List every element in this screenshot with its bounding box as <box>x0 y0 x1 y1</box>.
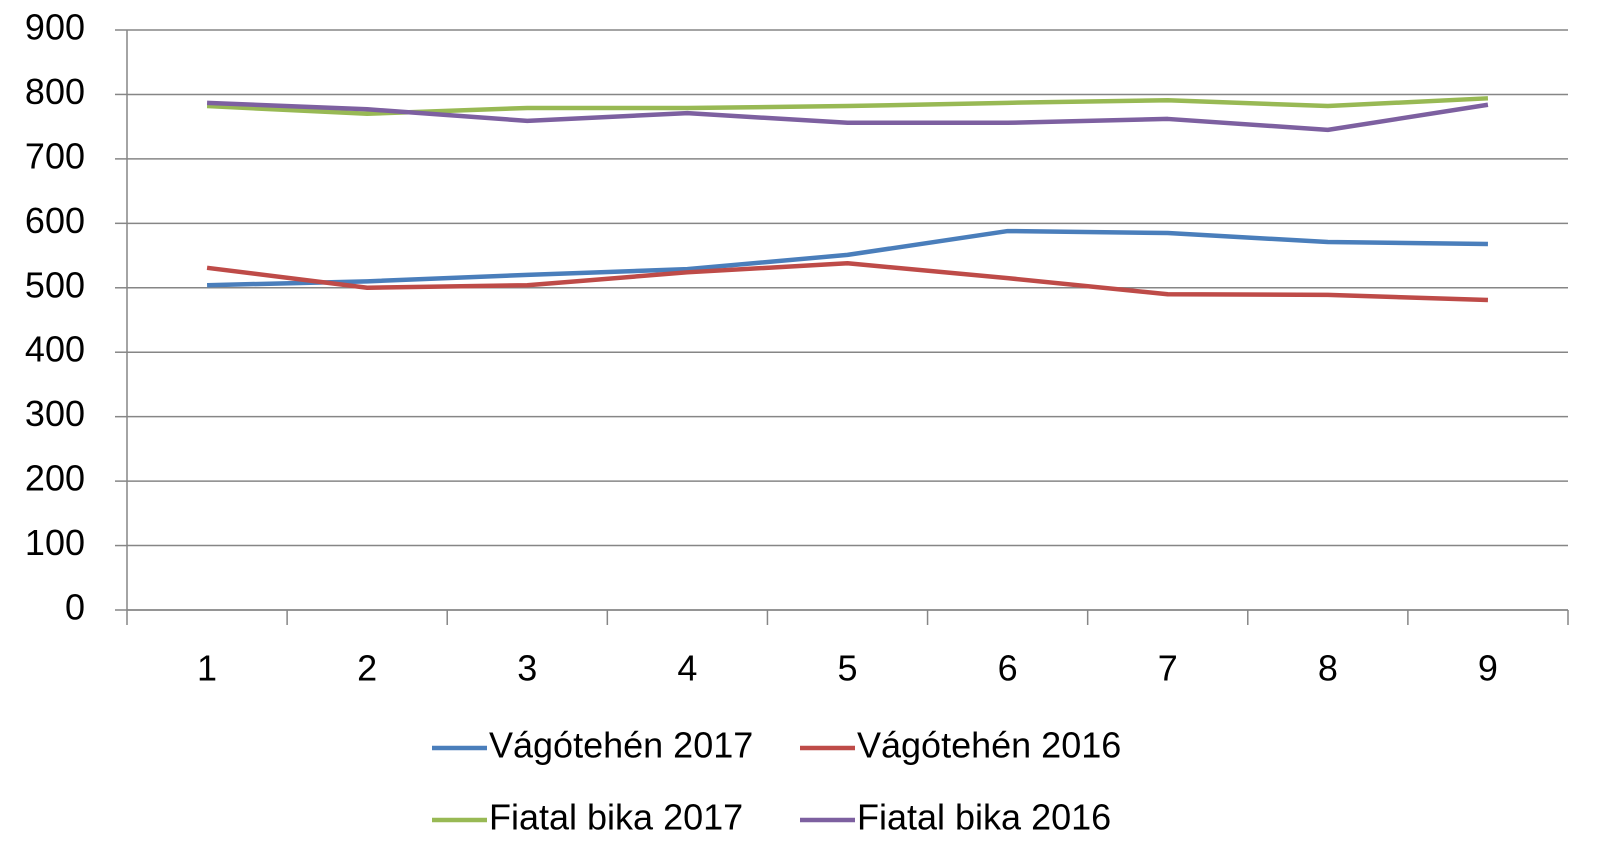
x-tick-label: 8 <box>1318 648 1338 689</box>
legend-label: Vágótehén 2016 <box>857 725 1121 766</box>
x-tick-label: 5 <box>837 648 857 689</box>
series-line <box>206 261 1489 303</box>
y-tick-label: 700 <box>25 135 85 176</box>
x-tick-label: 6 <box>998 648 1018 689</box>
y-tick-label: 800 <box>25 71 85 112</box>
legend-label: Vágótehén 2017 <box>489 725 753 766</box>
series-line <box>207 228 1488 288</box>
x-tick-label: 7 <box>1158 648 1178 689</box>
y-tick-label: 0 <box>65 587 85 628</box>
y-tick-label: 900 <box>25 7 85 48</box>
y-tick-label: 100 <box>25 522 85 563</box>
y-tick-label: 600 <box>25 200 85 241</box>
legend-label: Fiatal bika 2017 <box>489 797 743 838</box>
x-tick-label: 9 <box>1478 648 1498 689</box>
y-tick-label: 500 <box>25 264 85 305</box>
legend-label: Fiatal bika 2016 <box>857 797 1111 838</box>
y-tick-label: 400 <box>25 329 85 370</box>
x-tick-label: 1 <box>197 648 217 689</box>
y-tick-label: 300 <box>25 393 85 434</box>
x-tick-label: 2 <box>357 648 377 689</box>
series-line <box>206 100 1489 133</box>
x-tick-label: 3 <box>517 648 537 689</box>
y-tick-label: 200 <box>25 458 85 499</box>
x-tick-label: 4 <box>677 648 697 689</box>
